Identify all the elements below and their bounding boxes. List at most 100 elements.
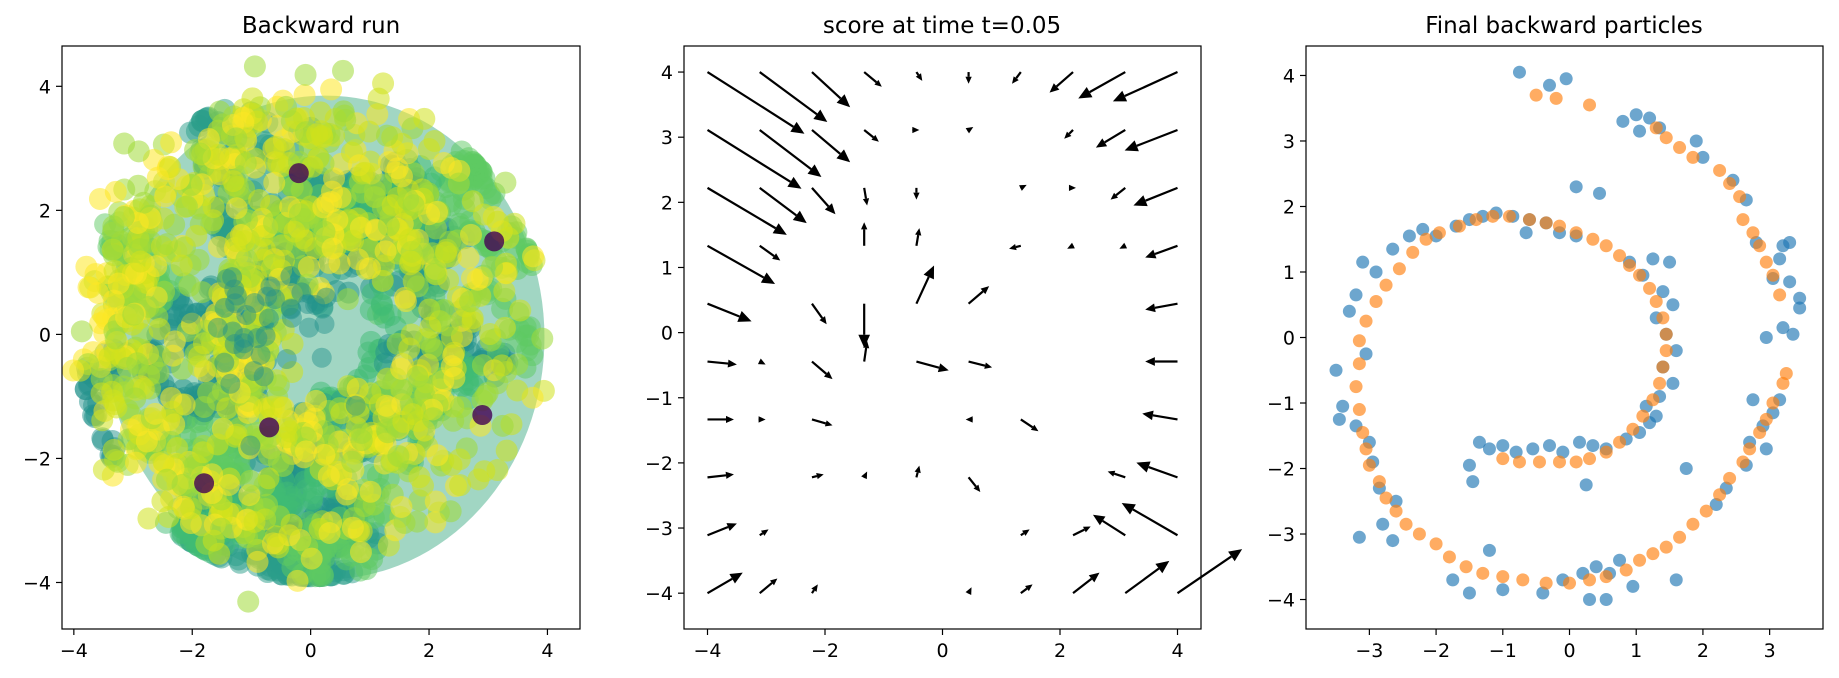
particle bbox=[280, 513, 303, 536]
particle bbox=[425, 200, 448, 223]
particle bbox=[260, 276, 281, 297]
particle bbox=[189, 142, 212, 165]
particle bbox=[281, 307, 302, 328]
data-point bbox=[1636, 409, 1650, 423]
particle bbox=[161, 400, 184, 423]
data-point bbox=[1369, 265, 1383, 279]
particle bbox=[317, 465, 340, 488]
particle bbox=[132, 191, 155, 214]
particle bbox=[202, 529, 225, 552]
particle bbox=[349, 541, 372, 564]
data-point bbox=[1599, 593, 1613, 607]
arrow bbox=[965, 127, 974, 134]
data-point bbox=[1466, 475, 1480, 489]
data-point bbox=[1352, 403, 1366, 417]
particle bbox=[314, 313, 335, 334]
data-point bbox=[1502, 209, 1516, 223]
data-point bbox=[1406, 245, 1420, 259]
particle bbox=[398, 337, 421, 360]
data-point bbox=[1336, 399, 1350, 413]
arrow bbox=[1078, 71, 1126, 99]
data-point bbox=[1599, 570, 1613, 584]
particle bbox=[448, 448, 471, 471]
particle bbox=[247, 328, 268, 349]
panel-backward-run: Backward run −4 −2 0 2 4 −4 −2 0 2 4 bbox=[23, 13, 581, 662]
particle bbox=[225, 127, 248, 150]
x-tick-label: 1 bbox=[1630, 640, 1642, 662]
arrow bbox=[811, 187, 836, 215]
arrow bbox=[861, 471, 868, 480]
particle bbox=[211, 283, 234, 306]
data-point bbox=[1369, 294, 1383, 308]
particle bbox=[148, 318, 171, 341]
particle bbox=[213, 340, 236, 363]
particle bbox=[122, 303, 145, 326]
particle bbox=[472, 405, 493, 426]
arrow bbox=[915, 71, 923, 81]
arrow bbox=[1145, 357, 1178, 366]
y-tick-label: 2 bbox=[39, 200, 51, 222]
particle bbox=[225, 197, 248, 220]
arrow bbox=[706, 129, 802, 189]
particle bbox=[91, 409, 114, 432]
series-0 bbox=[1329, 65, 1807, 607]
data-point bbox=[1556, 445, 1570, 459]
particle bbox=[297, 255, 320, 278]
y-tick-label: 2 bbox=[1283, 196, 1295, 218]
particle bbox=[320, 78, 343, 101]
data-point bbox=[1766, 268, 1780, 282]
particle bbox=[102, 438, 125, 461]
panel-final-particles: Final backward particles −3 −2 −1 0 1 2 3 −4 −3… bbox=[1267, 13, 1824, 662]
particle bbox=[486, 210, 509, 233]
data-point bbox=[1646, 547, 1660, 561]
data-point bbox=[1656, 285, 1670, 299]
arrow bbox=[863, 340, 870, 362]
data-point bbox=[1659, 327, 1673, 341]
particle bbox=[424, 511, 447, 534]
data-point bbox=[1569, 226, 1583, 240]
arrow bbox=[707, 471, 734, 479]
data-point bbox=[1663, 255, 1677, 269]
arrow bbox=[758, 416, 766, 423]
particle bbox=[460, 267, 483, 290]
x-axis: −4 −2 0 2 4 bbox=[693, 629, 1184, 662]
particle bbox=[255, 325, 276, 346]
particle bbox=[102, 221, 125, 244]
data-point bbox=[1783, 275, 1797, 289]
particle bbox=[306, 123, 329, 146]
x-tick-label: −3 bbox=[1355, 640, 1383, 662]
data-point bbox=[1559, 72, 1573, 86]
plot-area bbox=[62, 55, 555, 613]
particle bbox=[253, 397, 276, 420]
particle bbox=[135, 430, 158, 453]
data-point bbox=[1389, 504, 1403, 518]
y-tick-label: 0 bbox=[39, 324, 51, 346]
particle bbox=[216, 268, 237, 289]
data-point bbox=[1379, 278, 1393, 292]
particle bbox=[434, 241, 457, 264]
data-point bbox=[1352, 357, 1366, 371]
arrow bbox=[707, 359, 737, 368]
x-tick-label: −2 bbox=[178, 640, 206, 662]
particle bbox=[288, 203, 311, 226]
arrow bbox=[915, 228, 922, 246]
particle bbox=[225, 229, 248, 252]
arrow bbox=[916, 360, 949, 373]
arrow bbox=[811, 473, 824, 480]
particle bbox=[341, 450, 364, 473]
particle bbox=[207, 143, 230, 166]
particle bbox=[226, 285, 247, 306]
y-tick-label: −2 bbox=[1267, 459, 1295, 481]
particle bbox=[214, 297, 235, 318]
y-tick-label: −3 bbox=[645, 518, 673, 540]
particle bbox=[387, 444, 410, 467]
particle bbox=[257, 467, 280, 490]
data-point bbox=[1412, 527, 1426, 541]
data-point bbox=[1659, 540, 1673, 554]
arrow bbox=[1072, 526, 1091, 537]
y-tick-label: 1 bbox=[661, 257, 673, 279]
data-point bbox=[1733, 190, 1747, 204]
y-tick-label: −2 bbox=[23, 448, 51, 470]
data-point bbox=[1776, 376, 1790, 390]
particle bbox=[358, 257, 381, 280]
